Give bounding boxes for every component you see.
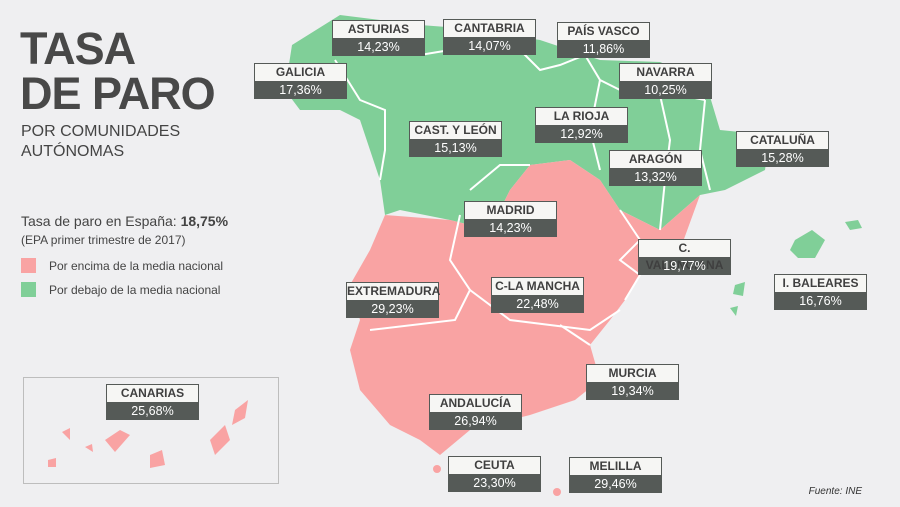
page-subtitle: POR COMUNIDADES AUTÓNOMAS xyxy=(21,122,180,162)
legend-label: Por encima de la media nacional xyxy=(49,258,224,273)
region-name: EXTREMADURA xyxy=(347,283,441,300)
region-value: 15,28% xyxy=(737,149,828,166)
region-name: ANDALUCÍA xyxy=(430,395,521,412)
legend-swatch xyxy=(21,282,36,297)
region-label: CEUTA 23,30% xyxy=(448,456,541,492)
region-label: C. VALENCIANA19,77% xyxy=(638,239,731,275)
region-value: 29,46% xyxy=(570,475,661,492)
region-value: 23,30% xyxy=(449,474,540,491)
region-value: 14,23% xyxy=(333,38,424,55)
region-value: 16,76% xyxy=(775,292,866,309)
region-value: 19,77% xyxy=(639,257,730,274)
region-name: PAÍS VASCO xyxy=(558,23,649,40)
region-value: 22,48% xyxy=(492,295,583,312)
region-value: 11,86% xyxy=(558,40,649,57)
region-value: 17,36% xyxy=(255,81,346,98)
region-label: ANDALUCÍA 26,94% xyxy=(429,394,522,430)
region-value: 25,68% xyxy=(107,402,198,419)
region-name: MURCIA xyxy=(587,365,678,382)
region-label: MELILLA 29,46% xyxy=(569,457,662,493)
region-value: 15,13% xyxy=(410,139,501,156)
region-label: MADRID 14,23% xyxy=(464,201,557,237)
region-name: CAST. Y LEÓN xyxy=(410,122,501,139)
region-name: GALICIA xyxy=(255,64,346,81)
region-label: PAÍS VASCO 11,86% xyxy=(557,22,650,58)
region-value: 10,25% xyxy=(620,81,711,98)
title-line: TASA xyxy=(20,23,136,74)
legend-item-above: Por encima de la media nacional xyxy=(21,258,223,273)
region-name: I. BALEARES xyxy=(775,275,866,292)
region-label: I. BALEARES 16,76% xyxy=(774,274,867,310)
region-name: MADRID xyxy=(465,202,556,219)
legend-label: Por debajo de la media nacional xyxy=(49,282,221,297)
region-label: NAVARRA 10,25% xyxy=(619,63,712,99)
canarias-inset xyxy=(23,377,279,484)
region-value: 12,92% xyxy=(536,125,627,142)
region-name: ASTURIAS xyxy=(333,21,424,38)
region-name: CANTABRIA xyxy=(444,20,535,37)
melilla-shape xyxy=(553,488,561,496)
ceuta-shape xyxy=(433,465,441,473)
region-name: MELILLA xyxy=(570,458,661,475)
region-value: 13,32% xyxy=(610,168,701,185)
region-value: 29,23% xyxy=(347,300,438,317)
region-label: EXTREMADURA 29,23% xyxy=(346,282,441,318)
region-name: ARAGÓN xyxy=(610,151,701,168)
region-name: CATALUÑA xyxy=(737,132,828,149)
national-rate-value: 18,75% xyxy=(180,213,229,229)
region-label: GALICIA 17,36% xyxy=(254,63,347,99)
region-label: C-LA MANCHA 22,48% xyxy=(491,277,584,313)
region-value: 19,34% xyxy=(587,382,678,399)
region-name: CANARIAS xyxy=(107,385,198,402)
source-credit: Fuente: INE xyxy=(808,486,862,497)
survey-note: (EPA primer trimestre de 2017) xyxy=(21,233,186,247)
baleares-islands xyxy=(730,220,862,316)
region-value: 26,94% xyxy=(430,412,521,429)
region-name: LA RIOJA xyxy=(536,108,627,125)
legend-swatch xyxy=(21,258,36,273)
region-label: CANTABRIA 14,07% xyxy=(443,19,536,55)
region-name: NAVARRA xyxy=(620,64,711,81)
national-rate: Tasa de paro en España: 18,75% xyxy=(21,213,228,229)
region-label: CAST. Y LEÓN 15,13% xyxy=(409,121,502,157)
region-label: CATALUÑA 15,28% xyxy=(736,131,829,167)
subtitle-line: POR COMUNIDADES xyxy=(21,123,181,140)
region-value: 14,07% xyxy=(444,37,535,54)
title-line: DE PARO xyxy=(20,68,216,119)
region-name: C-LA MANCHA xyxy=(492,278,583,295)
national-rate-label: Tasa de paro en España: xyxy=(21,213,181,229)
canarias-islands xyxy=(48,400,248,468)
region-label: ARAGÓN 13,32% xyxy=(609,150,702,186)
page-title: TASA DE PARO xyxy=(20,23,216,119)
region-label: LA RIOJA 12,92% xyxy=(535,107,628,143)
region-label: CANARIAS 25,68% xyxy=(106,384,199,420)
region-value: 14,23% xyxy=(465,219,556,236)
region-label: MURCIA 19,34% xyxy=(586,364,679,400)
region-name: CEUTA xyxy=(449,457,540,474)
region-name: C. VALENCIANA xyxy=(639,240,730,272)
subtitle-line: AUTÓNOMAS xyxy=(21,143,125,160)
region-label: ASTURIAS 14,23% xyxy=(332,20,425,56)
legend-item-below: Por debajo de la media nacional xyxy=(21,282,220,297)
